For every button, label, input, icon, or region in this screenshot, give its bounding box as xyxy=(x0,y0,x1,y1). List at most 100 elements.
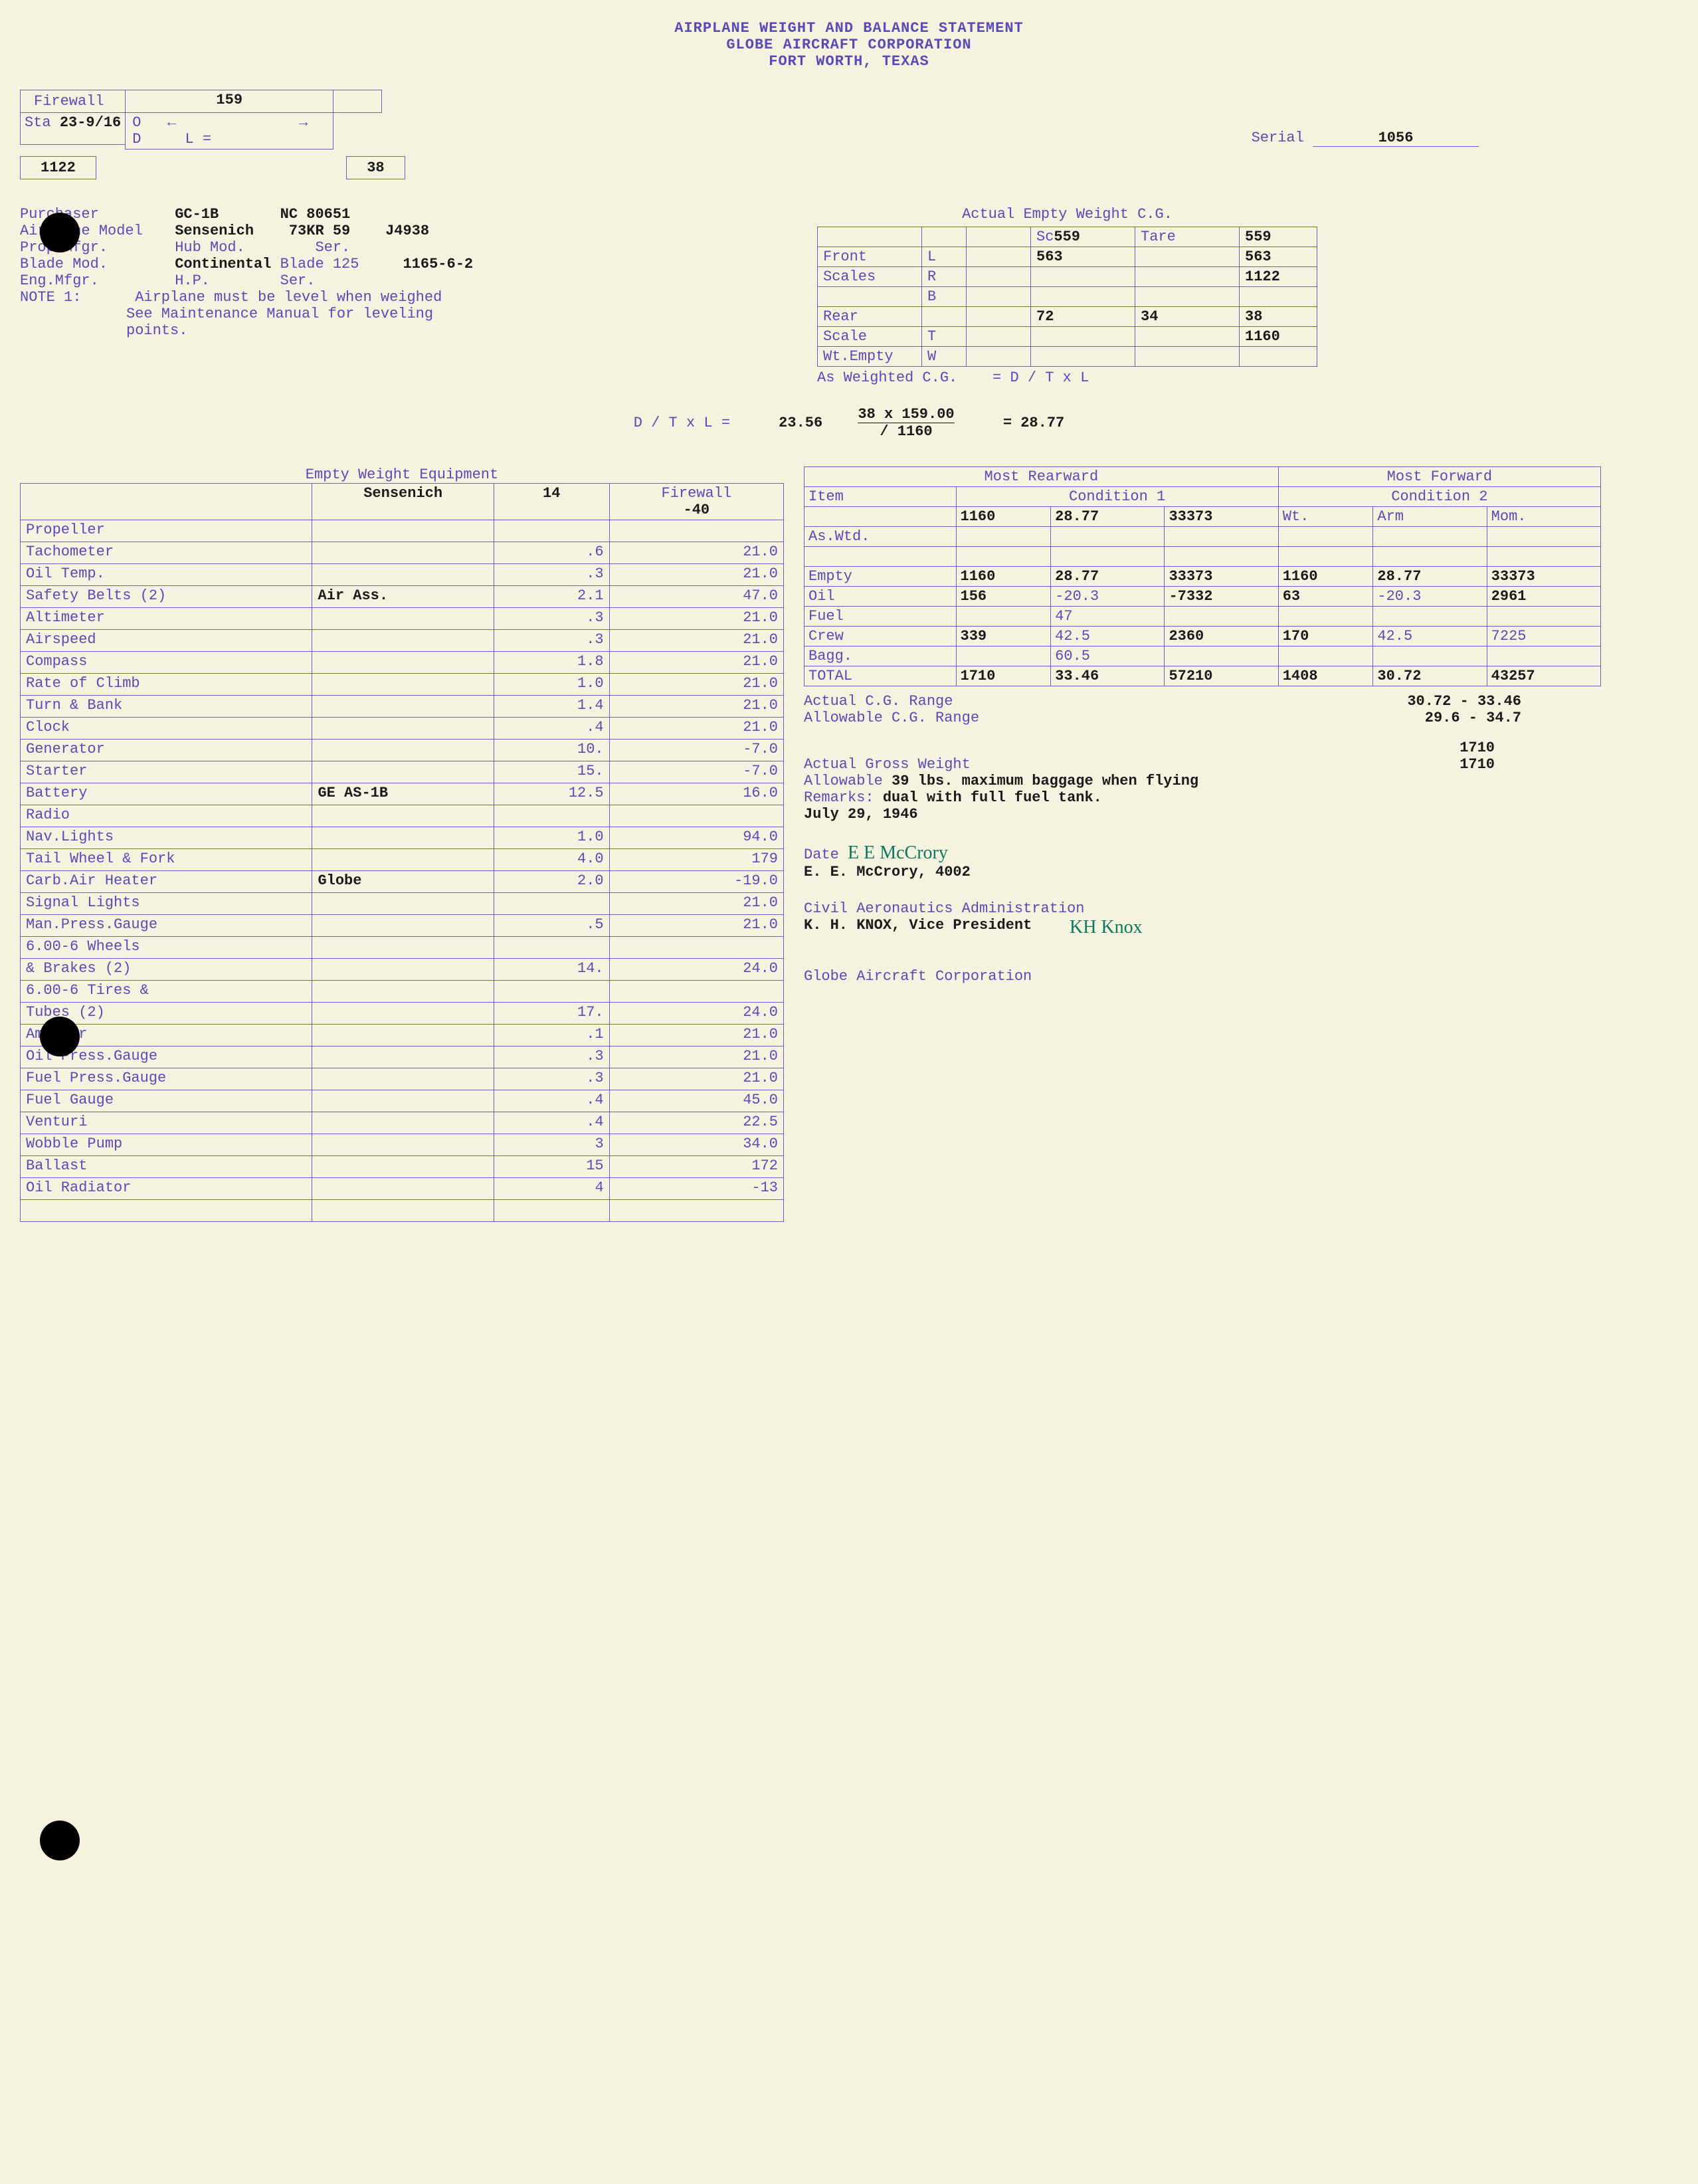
equip-cell xyxy=(609,981,783,1003)
oil-2: -7332 xyxy=(1165,587,1278,607)
net-559: 559 xyxy=(1245,229,1272,245)
blade-v1: Continental xyxy=(175,256,271,272)
equip-cell xyxy=(312,1112,494,1134)
equip-cell xyxy=(312,959,494,981)
wt-h: Wt. xyxy=(1278,507,1373,527)
equip-cell: 21.0 xyxy=(609,674,783,696)
equip-cell: 21.0 xyxy=(609,630,783,652)
header-corp: GLOBE AIRCRAFT CORPORATION xyxy=(20,37,1678,53)
empty-4: 28.77 xyxy=(1373,567,1487,587)
equip-cell xyxy=(609,520,783,542)
scales-label: Scales xyxy=(818,267,922,287)
total-2: 57210 xyxy=(1165,666,1278,686)
equip-cell: Carb.Air Heater xyxy=(21,871,312,893)
l-label: L = xyxy=(185,131,211,148)
bagg-1: 60.5 xyxy=(1051,646,1165,666)
equip-cell: .1 xyxy=(494,1025,609,1046)
equip-cell: Propeller xyxy=(21,520,312,542)
equip-cell xyxy=(312,520,494,542)
date-value: July 29, 1946 xyxy=(804,806,1601,823)
equip-cell xyxy=(312,827,494,849)
fuel-label: Fuel xyxy=(804,607,957,627)
actual-gross-v2: 1710 xyxy=(1460,756,1495,773)
equip-cell: 2.1 xyxy=(494,586,609,608)
equip-cell xyxy=(312,1156,494,1178)
r5-0: 72 xyxy=(1031,307,1135,327)
equip-cell: Nav.Lights xyxy=(21,827,312,849)
calc-v4: = 28.77 xyxy=(1003,415,1064,431)
oil-3: 63 xyxy=(1278,587,1373,607)
formula: = D / T x L xyxy=(992,369,1089,386)
total-4: 30.72 xyxy=(1373,666,1487,686)
equip-cell xyxy=(494,1200,609,1222)
equip-cell xyxy=(312,1134,494,1156)
arm-h: Arm xyxy=(1373,507,1487,527)
cond1-h: Condition 1 xyxy=(956,487,1278,507)
equip-cell xyxy=(609,805,783,827)
val-38: 38 xyxy=(346,156,405,179)
equip-cell xyxy=(312,1046,494,1068)
allow-text: 39 lbs. maximum baggage when flying xyxy=(892,773,1198,789)
date-label: Date xyxy=(804,846,839,863)
note-text3: points. xyxy=(20,322,817,339)
r3-0 xyxy=(1031,267,1135,287)
equip-cell xyxy=(312,740,494,761)
signature-2: KH Knox xyxy=(1070,917,1143,938)
equip-cell xyxy=(312,1178,494,1200)
r3-1 xyxy=(1135,267,1240,287)
sig1-text: E. E. McCrory, 4002 xyxy=(804,864,1601,880)
ser-label: Ser. xyxy=(315,239,350,256)
val-1122: 1122 xyxy=(20,156,96,179)
equip-h3: 14 xyxy=(494,484,609,520)
equip-h4a: Firewall xyxy=(662,485,732,502)
equip-cell: -19.0 xyxy=(609,871,783,893)
equip-cell: Fuel Press.Gauge xyxy=(21,1068,312,1090)
equip-cell xyxy=(312,1068,494,1090)
r-label: R xyxy=(922,267,967,287)
equip-cell xyxy=(312,718,494,740)
equip-cell: Altimeter xyxy=(21,608,312,630)
rear-label: Rear xyxy=(818,307,922,327)
equip-cell: 47.0 xyxy=(609,586,783,608)
equip-cell xyxy=(21,1200,312,1222)
equip-cell xyxy=(312,1003,494,1025)
firewall-value: 159 xyxy=(216,92,242,108)
equip-cell: 21.0 xyxy=(609,696,783,718)
actual-range-v: 30.72 - 33.46 xyxy=(1407,693,1521,710)
equip-cell xyxy=(312,1025,494,1046)
r2-0: 563 xyxy=(1031,247,1135,267)
equip-h2: Sensenich xyxy=(312,484,494,520)
equip-cell: Clock xyxy=(21,718,312,740)
calc-v2: 38 x 159.00 xyxy=(858,406,954,423)
equip-cell xyxy=(494,981,609,1003)
r5-2: 38 xyxy=(1240,307,1317,327)
firewall-label: Firewall xyxy=(34,93,104,110)
equip-title: Empty Weight Equipment xyxy=(20,466,784,483)
wt-empty-label: Wt.Empty xyxy=(818,347,922,367)
l-label: L xyxy=(922,247,967,267)
equip-cell xyxy=(312,761,494,783)
equip-cell: 6.00-6 Tires & xyxy=(21,981,312,1003)
actual-gross-label: Actual Gross Weight xyxy=(804,756,971,773)
equip-cell: Oil Temp. xyxy=(21,564,312,586)
purchaser-v2: NC 80651 xyxy=(280,206,351,223)
equip-cell: 6.00-6 Wheels xyxy=(21,937,312,959)
caa-label: Civil Aeronautics Administration xyxy=(804,900,1601,917)
b-label: B xyxy=(922,287,967,307)
equip-cell: .6 xyxy=(494,542,609,564)
crew-label: Crew xyxy=(804,627,957,646)
eng-label: Eng.Mfgr. xyxy=(20,272,166,289)
serial-value: 1056 xyxy=(1313,130,1479,147)
crew-0: 339 xyxy=(956,627,1051,646)
actual-gross-v1: 1710 xyxy=(1460,740,1495,756)
equip-cell: Wobble Pump xyxy=(21,1134,312,1156)
empty-5: 33373 xyxy=(1487,567,1600,587)
equipment-table: Sensenich 14 Firewall -40 PropellerTacho… xyxy=(20,483,784,1222)
equip-cell: 1.0 xyxy=(494,674,609,696)
equip-cell xyxy=(312,981,494,1003)
oil-5: 2961 xyxy=(1487,587,1600,607)
equip-cell: Safety Belts (2) xyxy=(21,586,312,608)
equip-cell xyxy=(312,608,494,630)
equip-cell: Signal Lights xyxy=(21,893,312,915)
equip-cell: .4 xyxy=(494,1112,609,1134)
